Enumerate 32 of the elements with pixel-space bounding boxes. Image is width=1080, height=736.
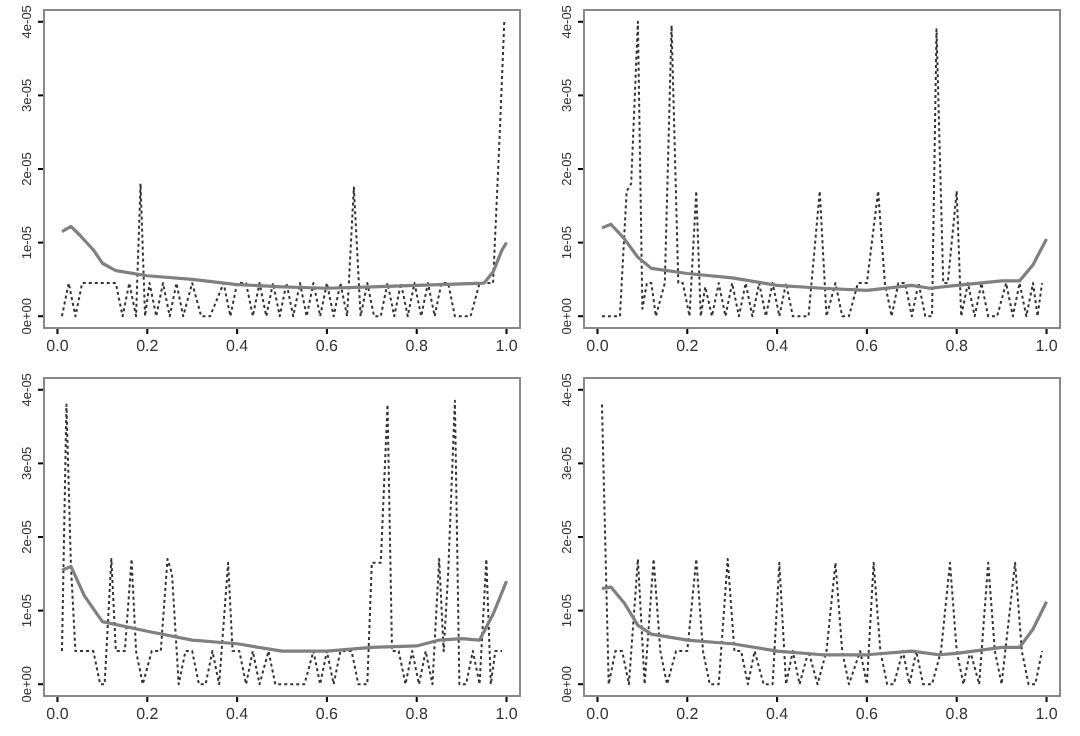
x-tick-label: 0.8 [405, 705, 429, 724]
x-tick-label: 0.2 [136, 705, 160, 724]
x-tick-label: 0.6 [855, 337, 880, 356]
x-tick-label: 0.0 [586, 337, 610, 356]
x-tick-label: 0.0 [586, 705, 610, 724]
x-tick-label: 1.0 [495, 337, 519, 356]
x-tick-label: 0.8 [945, 337, 969, 356]
line-series [60, 224, 509, 290]
x-tick-label: 1.0 [495, 705, 519, 724]
line-series [600, 585, 1049, 657]
line-series [60, 564, 509, 653]
x-tick-label: 0.0 [46, 705, 70, 724]
x-tick-label: 0.2 [676, 705, 700, 724]
x-tick-label: 0.4 [225, 337, 250, 356]
line-series [60, 20, 506, 318]
x-tick-label: 0.6 [315, 337, 340, 356]
x-tick-label: 0.4 [225, 705, 250, 724]
x-tick-label: 1.0 [1035, 705, 1059, 724]
x-tick-label: 0.8 [945, 705, 969, 724]
x-tick-label: 0.4 [765, 705, 790, 724]
line-series [600, 403, 1044, 686]
line-series [600, 222, 1049, 293]
x-tick-label: 0.6 [855, 705, 880, 724]
x-tick-label: 1.0 [1035, 337, 1059, 356]
line-series [600, 20, 1044, 318]
x-tick-label: 0.2 [136, 337, 160, 356]
x-tick-label: 0.6 [315, 705, 340, 724]
x-tick-label: 0.0 [46, 337, 70, 356]
line-series [60, 399, 504, 686]
x-tick-label: 0.2 [676, 337, 700, 356]
x-tick-label: 0.4 [765, 337, 790, 356]
x-tick-label: 0.8 [405, 337, 429, 356]
